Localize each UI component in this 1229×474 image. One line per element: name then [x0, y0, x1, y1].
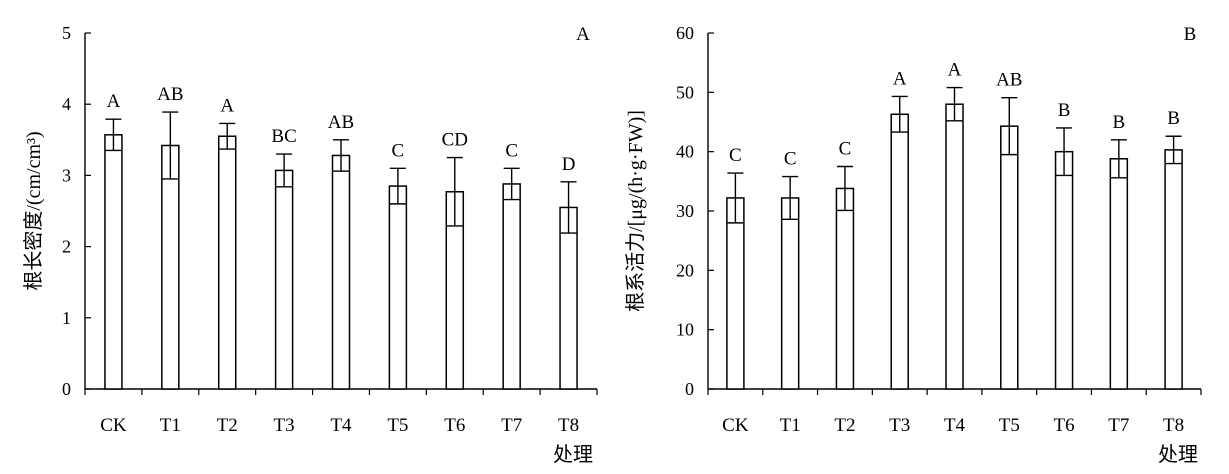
bar [1164, 149, 1183, 390]
x-tick-label: T2 [834, 415, 855, 436]
y-tick-label: 5 [62, 23, 71, 43]
x-axis-title: 处理 [553, 443, 593, 466]
x-tick-label: T6 [1054, 415, 1075, 436]
y-axis-title: 根长密度/(cm/cm³) [22, 131, 45, 290]
significance-label: C [784, 149, 797, 170]
x-tick-label: T8 [1163, 415, 1184, 436]
y-tick-label: 30 [676, 201, 694, 221]
bar [890, 113, 909, 390]
y-tick-label: 60 [676, 23, 694, 43]
panel-label: A [576, 24, 590, 45]
y-tick-label: 4 [62, 94, 71, 114]
x-tick-label: T8 [558, 415, 579, 436]
bar [331, 154, 351, 390]
significance-label: B [1058, 100, 1071, 121]
x-tick-label: T7 [501, 415, 522, 436]
significance-label: AB [996, 70, 1022, 91]
x-tick-label: T3 [274, 415, 295, 436]
y-tick-label: 1 [62, 308, 71, 328]
x-tick-label: T1 [160, 415, 181, 436]
y-tick-label: 50 [676, 82, 694, 102]
significance-label: AB [157, 84, 183, 105]
x-axis-title: 处理 [1158, 443, 1198, 466]
bar [945, 103, 964, 390]
y-tick-label: 40 [676, 142, 694, 162]
y-axis-title: 根系活力/[μg/(h·g·FW)] [624, 110, 647, 312]
significance-label: C [839, 139, 852, 160]
x-tick-label: T4 [944, 415, 966, 436]
significance-label: D [562, 154, 576, 175]
significance-label: A [107, 91, 121, 112]
y-tick-label: 10 [676, 320, 694, 340]
bar [780, 197, 800, 390]
x-tick-label: T3 [889, 415, 910, 436]
significance-label: B [1112, 112, 1125, 133]
chart-panel-b: 0 10 20 30 40 50 60 C CK C T1 C T2 A T3 A T4 AB T5 B T6 B T7 B T… [624, 23, 1202, 466]
significance-label: A [220, 95, 234, 116]
significance-label: B [1167, 108, 1180, 129]
significance-label: C [505, 140, 518, 161]
x-tick-label: T2 [217, 415, 238, 436]
x-tick-label: T1 [780, 415, 801, 436]
chart-panel-a: 0 1 2 3 4 5 A CK AB T1 A T2 BC T3 AB T4 C T5 CD T6 C T7 D T8 处理 根… [22, 23, 598, 466]
significance-label: CD [442, 130, 468, 151]
significance-label: BC [271, 126, 296, 147]
bar [835, 187, 855, 390]
bar [217, 135, 237, 390]
x-tick-label: CK [100, 415, 127, 436]
x-tick-label: T6 [444, 415, 465, 436]
bar [104, 134, 123, 390]
y-tick-label: 20 [676, 260, 694, 280]
bar [274, 169, 294, 390]
bar [502, 183, 521, 390]
y-tick-label: 0 [685, 379, 694, 399]
x-tick-label: T7 [1108, 415, 1129, 436]
significance-label: A [948, 60, 962, 81]
y-tick-label: 3 [62, 165, 71, 185]
panel-label: B [1184, 24, 1197, 45]
y-tick-label: 2 [62, 237, 71, 257]
bar [388, 185, 408, 390]
bar [161, 144, 180, 390]
x-tick-label: T5 [999, 415, 1020, 436]
bar [1000, 125, 1019, 390]
x-tick-label: CK [722, 415, 749, 436]
significance-label: C [392, 140, 405, 161]
y-tick-label: 0 [62, 379, 71, 399]
significance-label: A [893, 68, 907, 89]
x-tick-label: T5 [387, 415, 408, 436]
bar [1109, 158, 1129, 390]
bar [726, 197, 745, 390]
significance-label: AB [328, 112, 354, 133]
bar [559, 206, 578, 390]
bar [1054, 150, 1074, 390]
significance-label: C [729, 145, 742, 166]
x-tick-label: T4 [330, 415, 352, 436]
